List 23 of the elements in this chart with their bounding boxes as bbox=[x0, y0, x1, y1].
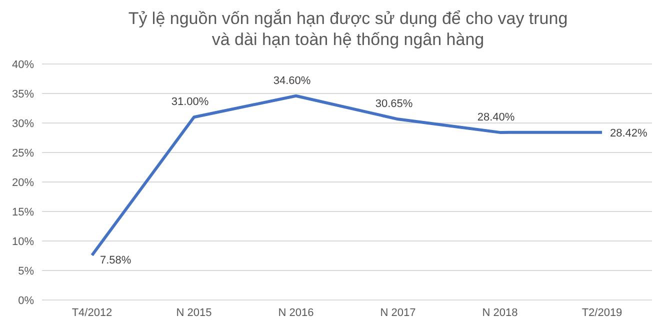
x-tick-label: N 2015 bbox=[176, 306, 212, 319]
data-label: 34.60% bbox=[273, 74, 311, 87]
y-tick-label: 15% bbox=[12, 206, 34, 218]
x-tick-label: T4/2012 bbox=[72, 306, 112, 319]
y-tick-label: 0% bbox=[18, 294, 34, 307]
y-tick-label: 30% bbox=[12, 118, 34, 130]
data-label: 7.58% bbox=[100, 254, 132, 266]
y-tick-label: 25% bbox=[12, 147, 34, 160]
y-tick-label: 5% bbox=[18, 265, 34, 278]
y-tick-label: 20% bbox=[12, 176, 34, 189]
line-series bbox=[90, 94, 604, 257]
x-tick-label: N 2016 bbox=[278, 306, 314, 319]
x-tick-label: N 2017 bbox=[380, 306, 416, 319]
chart-title: Tỷ lệ nguồn vốn ngắn hạn được sử dụng để cho vay trung và dài hạn toàn hệ thống ngân hàng bbox=[128, 8, 568, 50]
data-label: 28.40% bbox=[477, 111, 515, 124]
data-label: 28.42% bbox=[610, 127, 648, 140]
data-label: 30.65% bbox=[375, 98, 413, 110]
y-tick-label: 10% bbox=[12, 236, 34, 248]
x-tick-label: N 2018 bbox=[482, 306, 518, 319]
y-tick-label: 35% bbox=[12, 88, 34, 100]
data-label: 31.00% bbox=[171, 96, 209, 108]
x-tick-label: T2/2019 bbox=[582, 306, 622, 319]
y-tick-label: 40% bbox=[12, 58, 34, 71]
